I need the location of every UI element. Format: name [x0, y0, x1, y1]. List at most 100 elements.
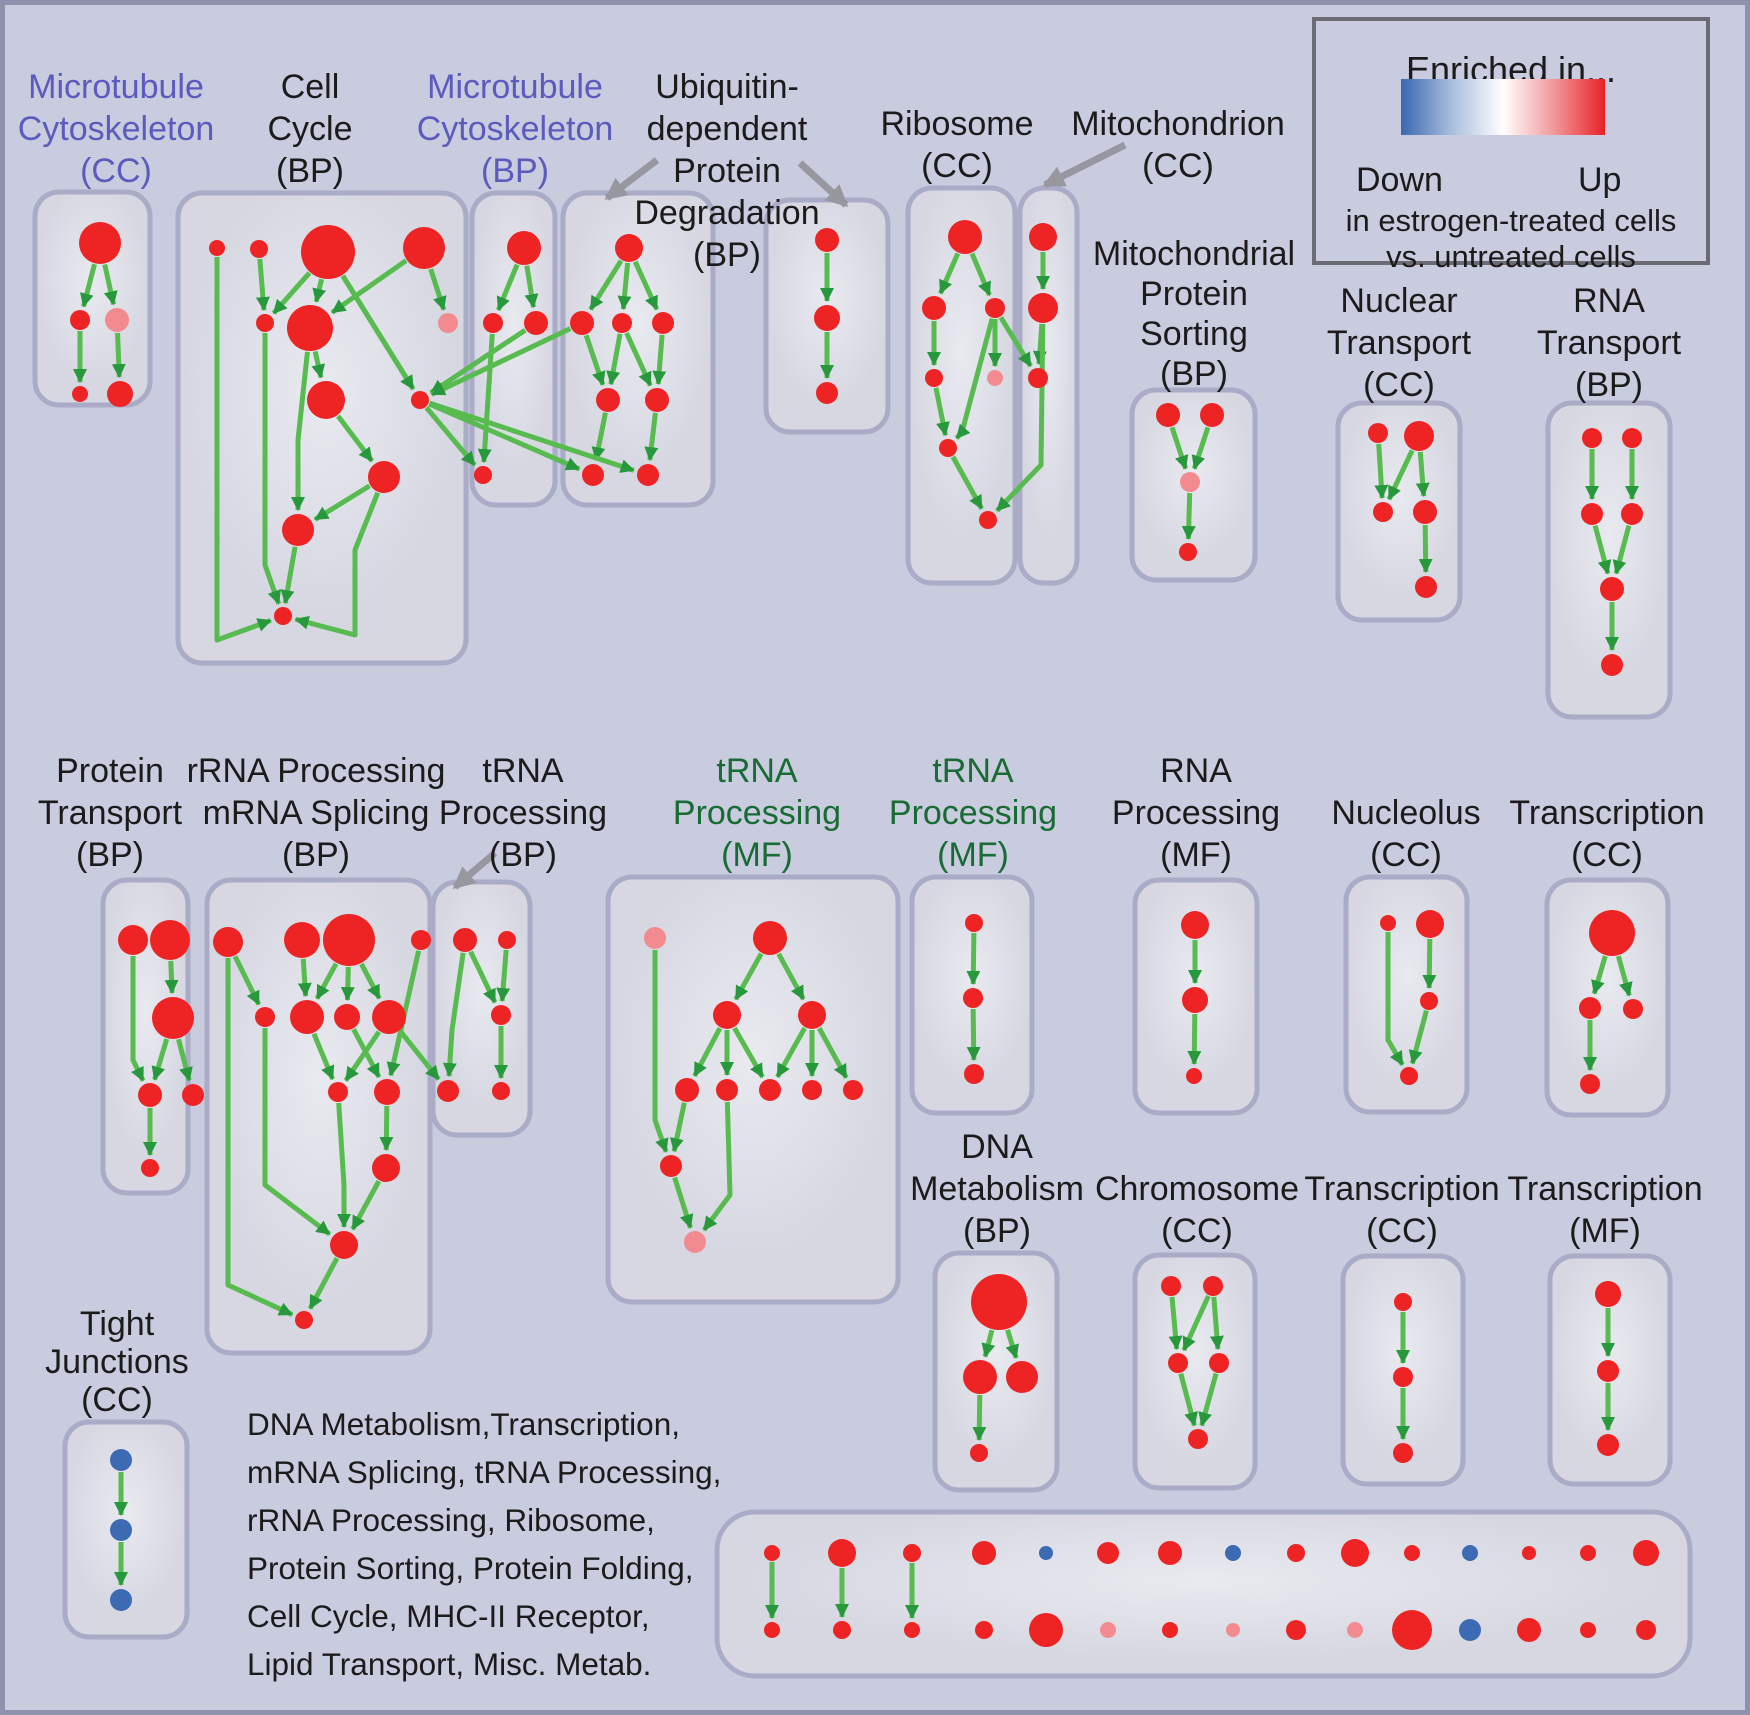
go-term-node	[403, 227, 445, 269]
go-term-node	[1394, 1293, 1412, 1311]
go-term-node	[987, 370, 1003, 386]
cross-cluster-edge	[424, 406, 477, 467]
cluster-box-cell-cycle-bp	[175, 190, 469, 666]
go-term-node	[570, 311, 594, 335]
go-term-node	[684, 1231, 706, 1253]
go-term-node	[250, 240, 268, 258]
cluster-label-dna-metabolism-bp: DNA Metabolism (BP)	[910, 1128, 1084, 1250]
cluster-label-rna-processing-mf: RNA Processing (MF)	[1112, 752, 1280, 874]
go-term-node	[1580, 1622, 1596, 1638]
go-term-node	[334, 1004, 360, 1030]
go-term-node	[72, 386, 88, 402]
go-term-node	[105, 308, 129, 332]
cluster-label-microtubule-cytoskeleton-cc: Microtubule Cytoskeleton (CC)	[18, 68, 215, 190]
go-term-node	[255, 1007, 275, 1027]
edge	[776, 952, 806, 1001]
go-term-node	[1226, 1623, 1240, 1637]
edge	[130, 956, 146, 1082]
go-term-node	[615, 234, 643, 262]
go-term-node	[814, 305, 840, 331]
go-term-node	[372, 1000, 406, 1034]
go-term-node	[492, 1082, 510, 1100]
go-term-node	[816, 382, 838, 404]
go-term-node	[284, 922, 320, 958]
edge	[652, 950, 669, 1153]
edge	[225, 958, 294, 1317]
go-term-node	[372, 1154, 400, 1182]
cluster-label-ribosome-cc: Ribosome (CC)	[880, 105, 1033, 185]
go-term-node	[1039, 1546, 1053, 1560]
go-term-node	[1028, 368, 1048, 388]
edge	[1191, 426, 1211, 470]
cross-cluster-edge	[998, 316, 1033, 368]
go-term-node	[1393, 1443, 1413, 1463]
cluster-label-protein-transport-bp: Protein Transport (BP)	[38, 752, 183, 874]
cluster-box-mitochondrion-cc	[1017, 185, 1080, 586]
edge	[672, 1176, 694, 1229]
go-term-node	[802, 1080, 822, 1100]
edge	[817, 1026, 849, 1079]
go-term-node	[971, 1274, 1027, 1330]
edge	[214, 257, 272, 643]
go-term-node	[107, 381, 133, 407]
misc-text-line: Protein Sorting, Protein Folding,	[247, 1550, 694, 1586]
go-term-node	[1182, 987, 1208, 1013]
edge	[624, 331, 653, 387]
go-term-node	[759, 1079, 781, 1101]
edge	[1415, 451, 1430, 498]
go-term-node	[274, 607, 292, 625]
go-term-node	[152, 997, 194, 1039]
go-term-node	[1404, 1545, 1420, 1561]
edge	[151, 1038, 170, 1081]
go-term-node	[652, 312, 674, 334]
go-term-node	[644, 927, 666, 949]
go-term-node	[323, 914, 375, 966]
go-term-node	[970, 1444, 988, 1462]
go-term-node	[290, 1000, 324, 1034]
edge	[442, 952, 466, 1078]
legend-gradient-bar	[1401, 79, 1605, 135]
go-term-node	[328, 1082, 348, 1102]
go-term-node	[307, 381, 345, 419]
edge	[496, 263, 520, 312]
cluster-label-ubiquitin-degradation-bp: Ubiquitin-dependent Protein Degradation (BP…	[634, 68, 819, 274]
label-pointer-arrow	[797, 160, 849, 208]
edge	[311, 350, 326, 379]
go-term-node	[753, 921, 787, 955]
go-term-node	[182, 1084, 204, 1106]
go-term-node	[1462, 1545, 1478, 1561]
cluster-box-chromosome-cc	[1132, 1252, 1258, 1491]
misc-text-line: rRNA Processing, Ribosome,	[247, 1502, 655, 1538]
misc-text-line: Cell Cycle, MHC-II Receptor,	[247, 1598, 650, 1634]
cluster-box-misc-strip	[714, 1509, 1693, 1679]
edge	[950, 455, 984, 510]
cluster-label-mitochondrion-cc: Mitochondrion (CC)	[1071, 105, 1285, 185]
edge	[271, 271, 312, 315]
edge	[1181, 492, 1196, 541]
go-term-node	[675, 1078, 699, 1102]
go-term-node	[1589, 910, 1635, 956]
edge	[164, 960, 179, 995]
label-pointer-arrow	[604, 157, 660, 201]
go-term-node	[963, 1360, 997, 1394]
edge	[701, 1101, 733, 1232]
edge	[591, 412, 608, 462]
go-term-node	[1347, 1622, 1363, 1638]
go-term-node	[1582, 428, 1602, 448]
go-term-node	[79, 222, 121, 264]
edge	[102, 263, 118, 306]
cluster-label-rrna-processing-mrna-splicing-bp: rRNA Processing mRNA Splicing (BP)	[187, 752, 446, 874]
cluster-label-transcription-cc-row3: Transcription (CC)	[1304, 1170, 1499, 1250]
go-term-node	[483, 313, 503, 333]
cluster-label-tight-junctions-cc: Tight Junctions (CC)	[45, 1305, 189, 1419]
go-term-node	[1341, 1539, 1369, 1567]
cluster-label-transcription-mf: Transcription (MF)	[1507, 1170, 1702, 1250]
cluster-label-microtubule-cytoskeleton-bp: Microtubule Cytoskeleton (BP)	[417, 68, 614, 190]
edge	[966, 1008, 981, 1062]
cluster-box-rrna-processing-mrna-splicing-bp	[204, 877, 433, 1356]
edge	[1615, 955, 1633, 997]
cluster-label-transcription-cc-row2: Transcription (CC)	[1509, 794, 1704, 874]
go-term-node	[972, 1541, 996, 1565]
go-term-node	[1600, 577, 1624, 601]
go-term-node	[843, 1080, 863, 1100]
